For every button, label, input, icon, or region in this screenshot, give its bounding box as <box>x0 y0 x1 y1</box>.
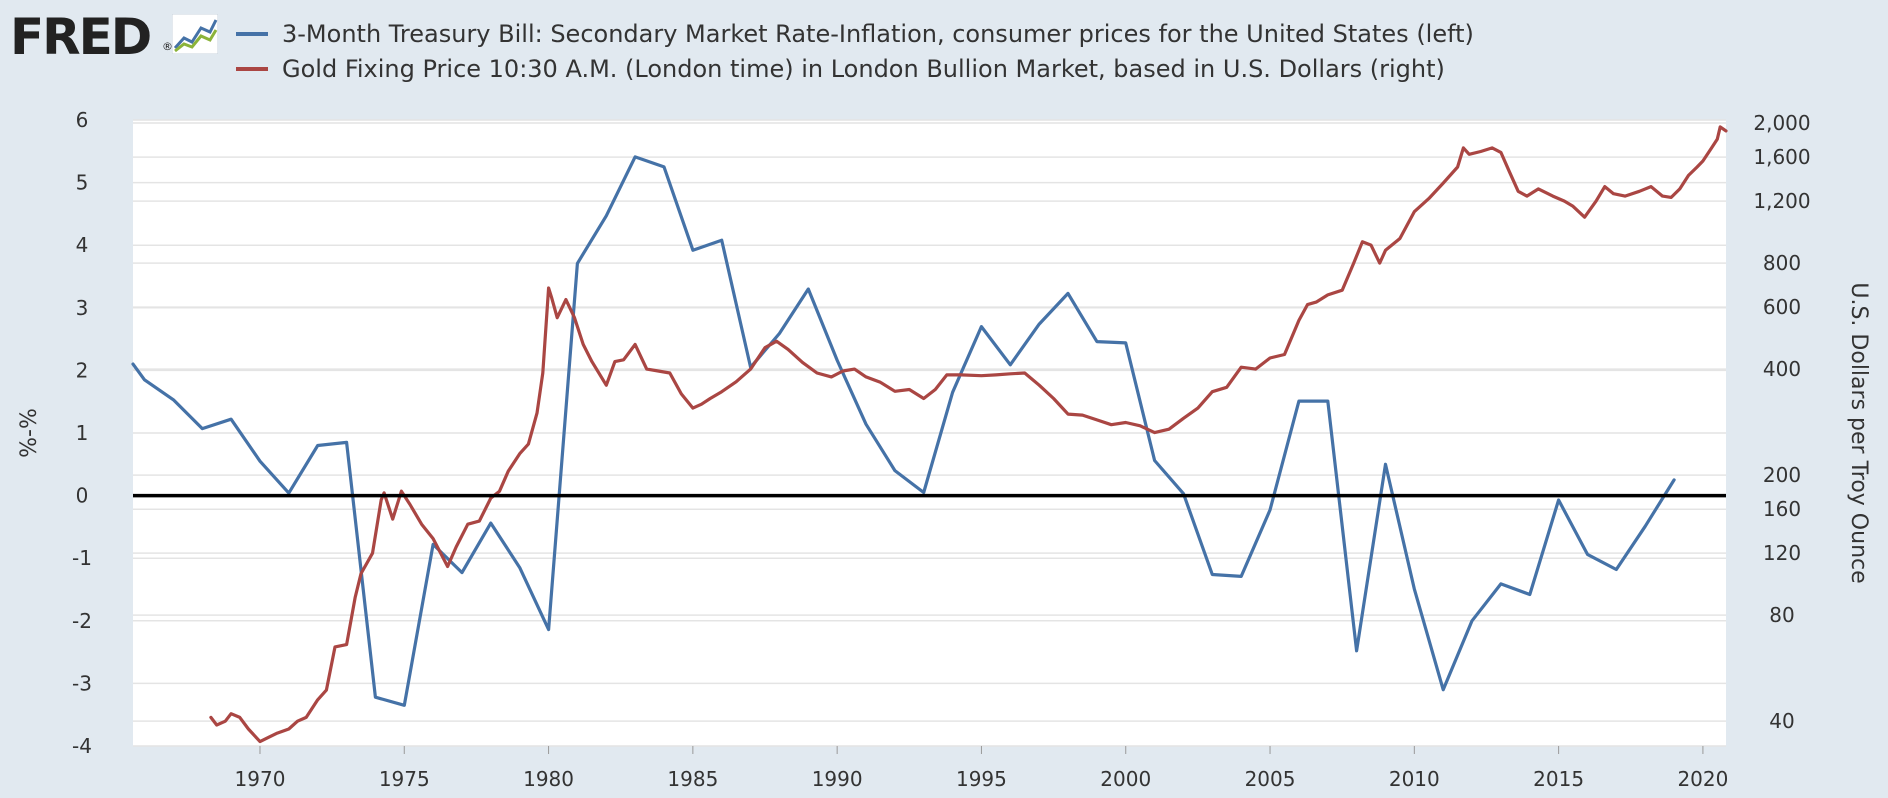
right-tick-label: 160 <box>1763 497 1801 521</box>
left-tick-label: 3 <box>76 296 89 320</box>
right-axis-title: U.S. Dollars per Troy Ounce <box>1846 282 1871 583</box>
x-tick-label: 2000 <box>1100 767 1151 791</box>
left-tick-label: -1 <box>72 546 92 570</box>
x-tick-label: 1990 <box>812 767 863 791</box>
right-tick-label: 200 <box>1763 463 1801 487</box>
legend-swatch-gold <box>236 67 268 71</box>
x-tick-label: 2020 <box>1677 767 1728 791</box>
legend-item-treasury[interactable]: 3-Month Treasury Bill: Secondary Market … <box>236 17 1474 51</box>
x-tick-label: 2015 <box>1533 767 1584 791</box>
chart-header: FRED ® 3-Month Treasury Bill: Secondary … <box>0 0 1888 100</box>
right-tick-label: 40 <box>1769 709 1794 733</box>
registered-mark: ® <box>162 40 173 53</box>
left-tick-label: 0 <box>76 484 89 508</box>
left-tick-label: 2 <box>76 358 89 382</box>
x-tick-label: 1985 <box>667 767 718 791</box>
left-tick-label: -2 <box>72 609 92 633</box>
left-axis-title: %-% <box>17 408 42 458</box>
right-tick-label: 400 <box>1763 357 1801 381</box>
left-tick-label: 4 <box>76 233 89 257</box>
fred-logo[interactable]: FRED <box>10 8 152 66</box>
left-tick-label: 1 <box>76 421 89 445</box>
x-tick-label: 1970 <box>235 767 286 791</box>
left-tick-label: 5 <box>76 171 89 195</box>
left-tick-label: -4 <box>72 734 92 758</box>
x-tick-label: 1975 <box>379 767 430 791</box>
legend-swatch-treasury <box>236 32 268 36</box>
x-tick-label: 2005 <box>1245 767 1296 791</box>
axes: 6 5 4 3 2 1 0 -1 -2 -3 -4 2,000 1,600 1,200 800 600 400 2… <box>72 108 1811 791</box>
x-tick-label: 2010 <box>1389 767 1440 791</box>
fred-graph-icon <box>172 14 218 54</box>
legend-label-treasury: 3-Month Treasury Bill: Secondary Market … <box>282 20 1474 48</box>
right-tick-label: 600 <box>1763 295 1801 319</box>
legend-label-gold: Gold Fixing Price 10:30 A.M. (London tim… <box>282 55 1445 83</box>
left-tick-label: -3 <box>72 671 92 695</box>
series-lines <box>131 125 1728 744</box>
right-tick-label: 80 <box>1769 603 1794 627</box>
x-tick-label: 1980 <box>523 767 574 791</box>
legend-item-gold[interactable]: Gold Fixing Price 10:30 A.M. (London tim… <box>236 52 1445 86</box>
right-tick-label: 1,600 <box>1753 145 1810 169</box>
right-tick-label: 120 <box>1763 541 1801 565</box>
left-tick-label: 6 <box>76 108 89 132</box>
treasury-series-line <box>131 155 1676 707</box>
x-tick-label: 1995 <box>956 767 1007 791</box>
right-tick-label: 800 <box>1763 251 1801 275</box>
right-tick-label: 2,000 <box>1753 111 1810 135</box>
gold-series-line <box>209 125 1728 744</box>
right-tick-label: 1,200 <box>1753 189 1810 213</box>
